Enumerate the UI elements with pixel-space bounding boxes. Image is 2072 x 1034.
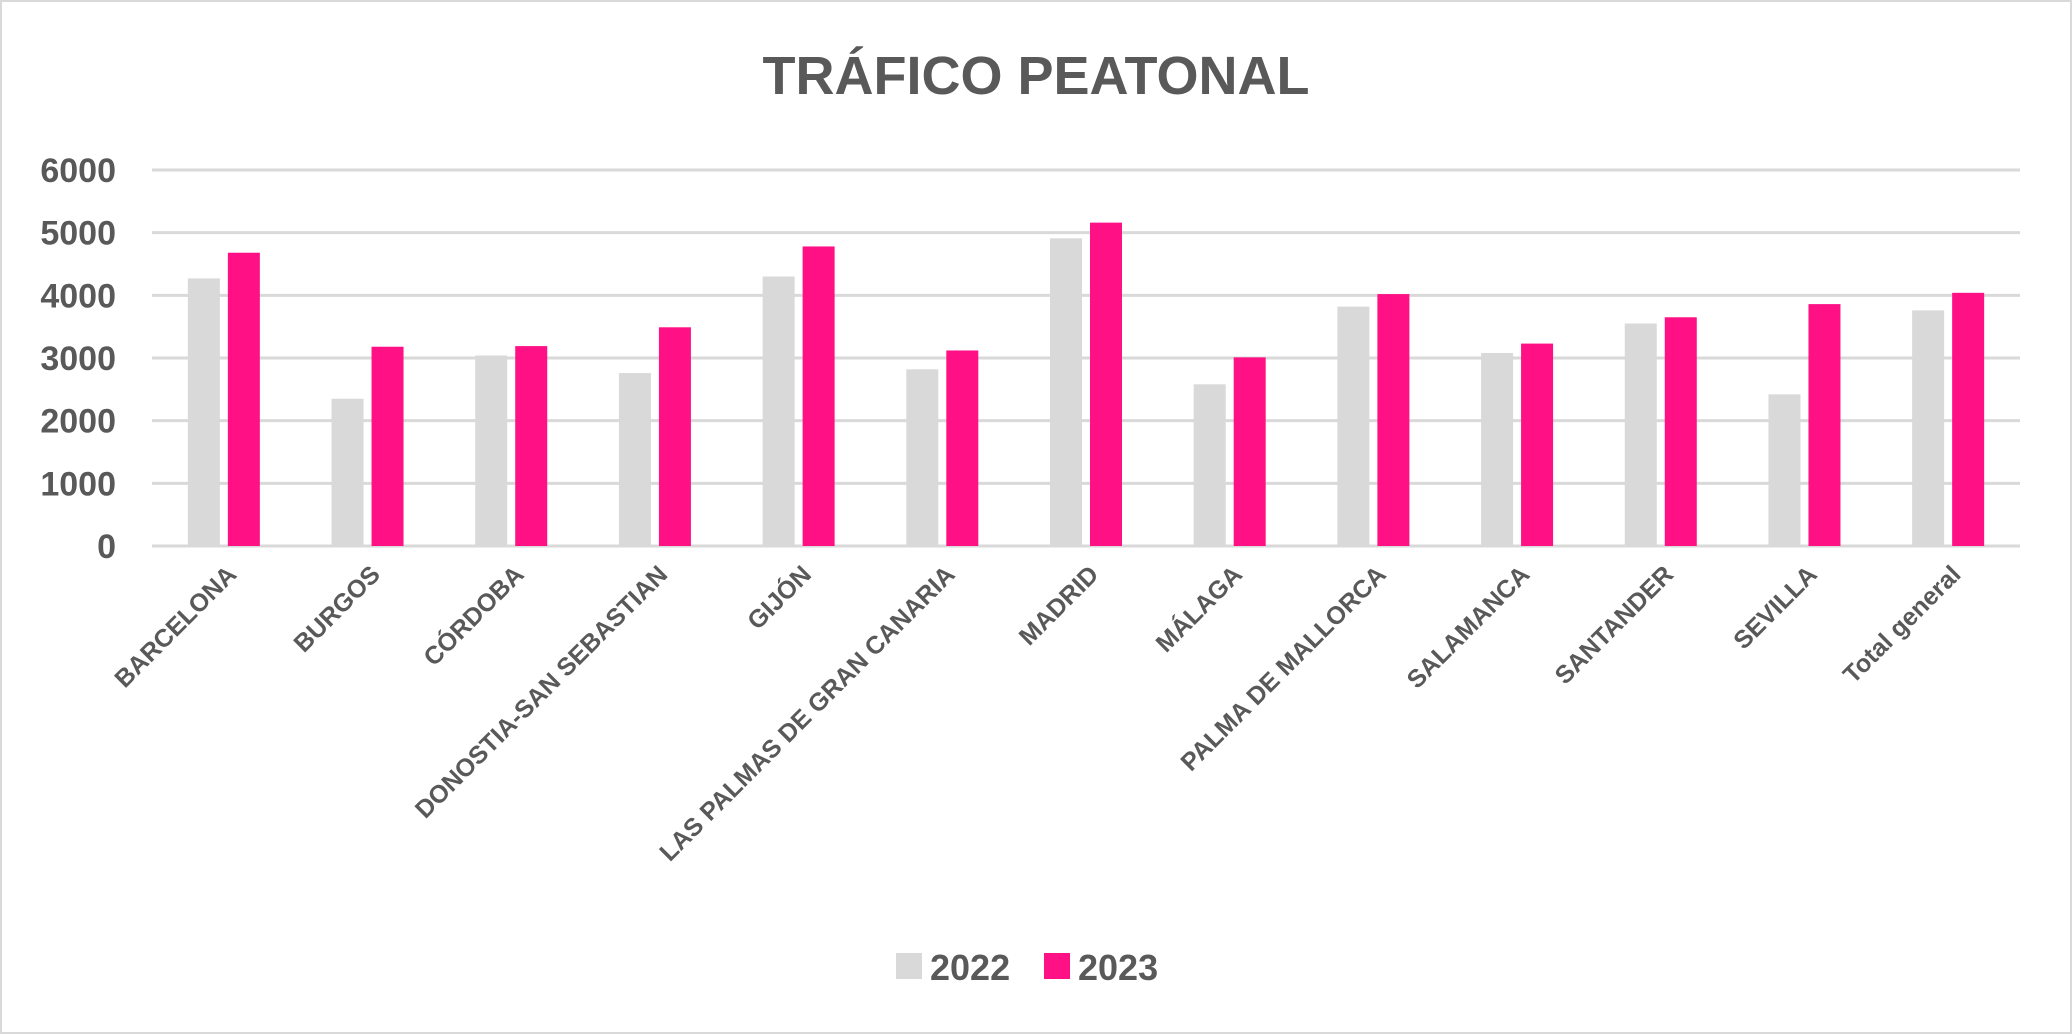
bar-2022 bbox=[1050, 238, 1082, 546]
legend: 2022 2023 bbox=[896, 947, 1158, 988]
legend-swatch-2023 bbox=[1044, 953, 1070, 979]
bar-2022 bbox=[1912, 310, 1945, 546]
bar-2022 bbox=[906, 369, 939, 546]
y-tick-label: 5000 bbox=[40, 215, 116, 253]
x-category-label: BARCELONA bbox=[109, 560, 242, 693]
bar-2023 bbox=[1090, 222, 1122, 546]
bar-2022 bbox=[762, 276, 795, 546]
chart-title: TRÁFICO PEATONAL bbox=[763, 46, 1310, 106]
x-category-label: GIJÓN bbox=[741, 559, 817, 635]
y-tick-label: 0 bbox=[97, 528, 116, 566]
y-tick-label: 1000 bbox=[40, 465, 116, 503]
bars bbox=[187, 222, 1985, 546]
x-category-label: SALAMANCA bbox=[1402, 560, 1536, 694]
bar-2023 bbox=[1521, 343, 1554, 546]
bar-2023 bbox=[1233, 357, 1266, 546]
bar-2023 bbox=[1377, 294, 1410, 546]
bar-2023 bbox=[946, 350, 979, 546]
x-category-label: Total general bbox=[1838, 560, 1967, 689]
x-category-label: CÓRDOBA bbox=[417, 559, 530, 672]
bar-2023 bbox=[227, 252, 260, 546]
bar-2023 bbox=[802, 246, 835, 546]
y-tick-label: 3000 bbox=[40, 340, 116, 378]
legend-swatch-2022 bbox=[896, 953, 922, 979]
bar-2022 bbox=[1337, 306, 1370, 546]
x-category-label: LAS PALMAS DE GRAN CANARIA bbox=[654, 560, 960, 866]
gridlines bbox=[152, 168, 2020, 548]
bar-2022 bbox=[187, 278, 220, 546]
x-category-label: DONOSTIA-SAN SEBASTIAN bbox=[410, 560, 673, 823]
bar-2022 bbox=[1768, 394, 1801, 546]
bar-2022 bbox=[1624, 323, 1657, 546]
bar-2022 bbox=[331, 398, 364, 546]
x-category-label: MADRID bbox=[1014, 560, 1105, 651]
y-axis-tick-labels: 0 1000 2000 3000 4000 5000 6000 bbox=[40, 152, 116, 566]
x-category-label: SANTANDER bbox=[1550, 560, 1679, 689]
legend-label-2023: 2023 bbox=[1078, 947, 1158, 988]
bar-2023 bbox=[515, 346, 548, 546]
bar-2022 bbox=[618, 373, 651, 546]
legend-label-2022: 2022 bbox=[930, 947, 1010, 988]
x-category-label: BURGOS bbox=[288, 560, 385, 657]
bar-2023 bbox=[1664, 317, 1697, 546]
y-tick-label: 4000 bbox=[40, 277, 116, 315]
x-category-label: SEVILLA bbox=[1728, 560, 1822, 654]
y-tick-label: 2000 bbox=[40, 403, 116, 441]
bar-2023 bbox=[1808, 304, 1841, 546]
bar-2022 bbox=[475, 355, 508, 546]
bar-2022 bbox=[1193, 384, 1226, 546]
y-tick-label: 6000 bbox=[40, 152, 116, 190]
x-category-label: MÁLAGA bbox=[1150, 560, 1248, 658]
bar-2022 bbox=[1481, 352, 1514, 546]
bar-2023 bbox=[658, 327, 691, 546]
bar-2023 bbox=[1952, 292, 1985, 546]
bar-2023 bbox=[371, 346, 404, 546]
